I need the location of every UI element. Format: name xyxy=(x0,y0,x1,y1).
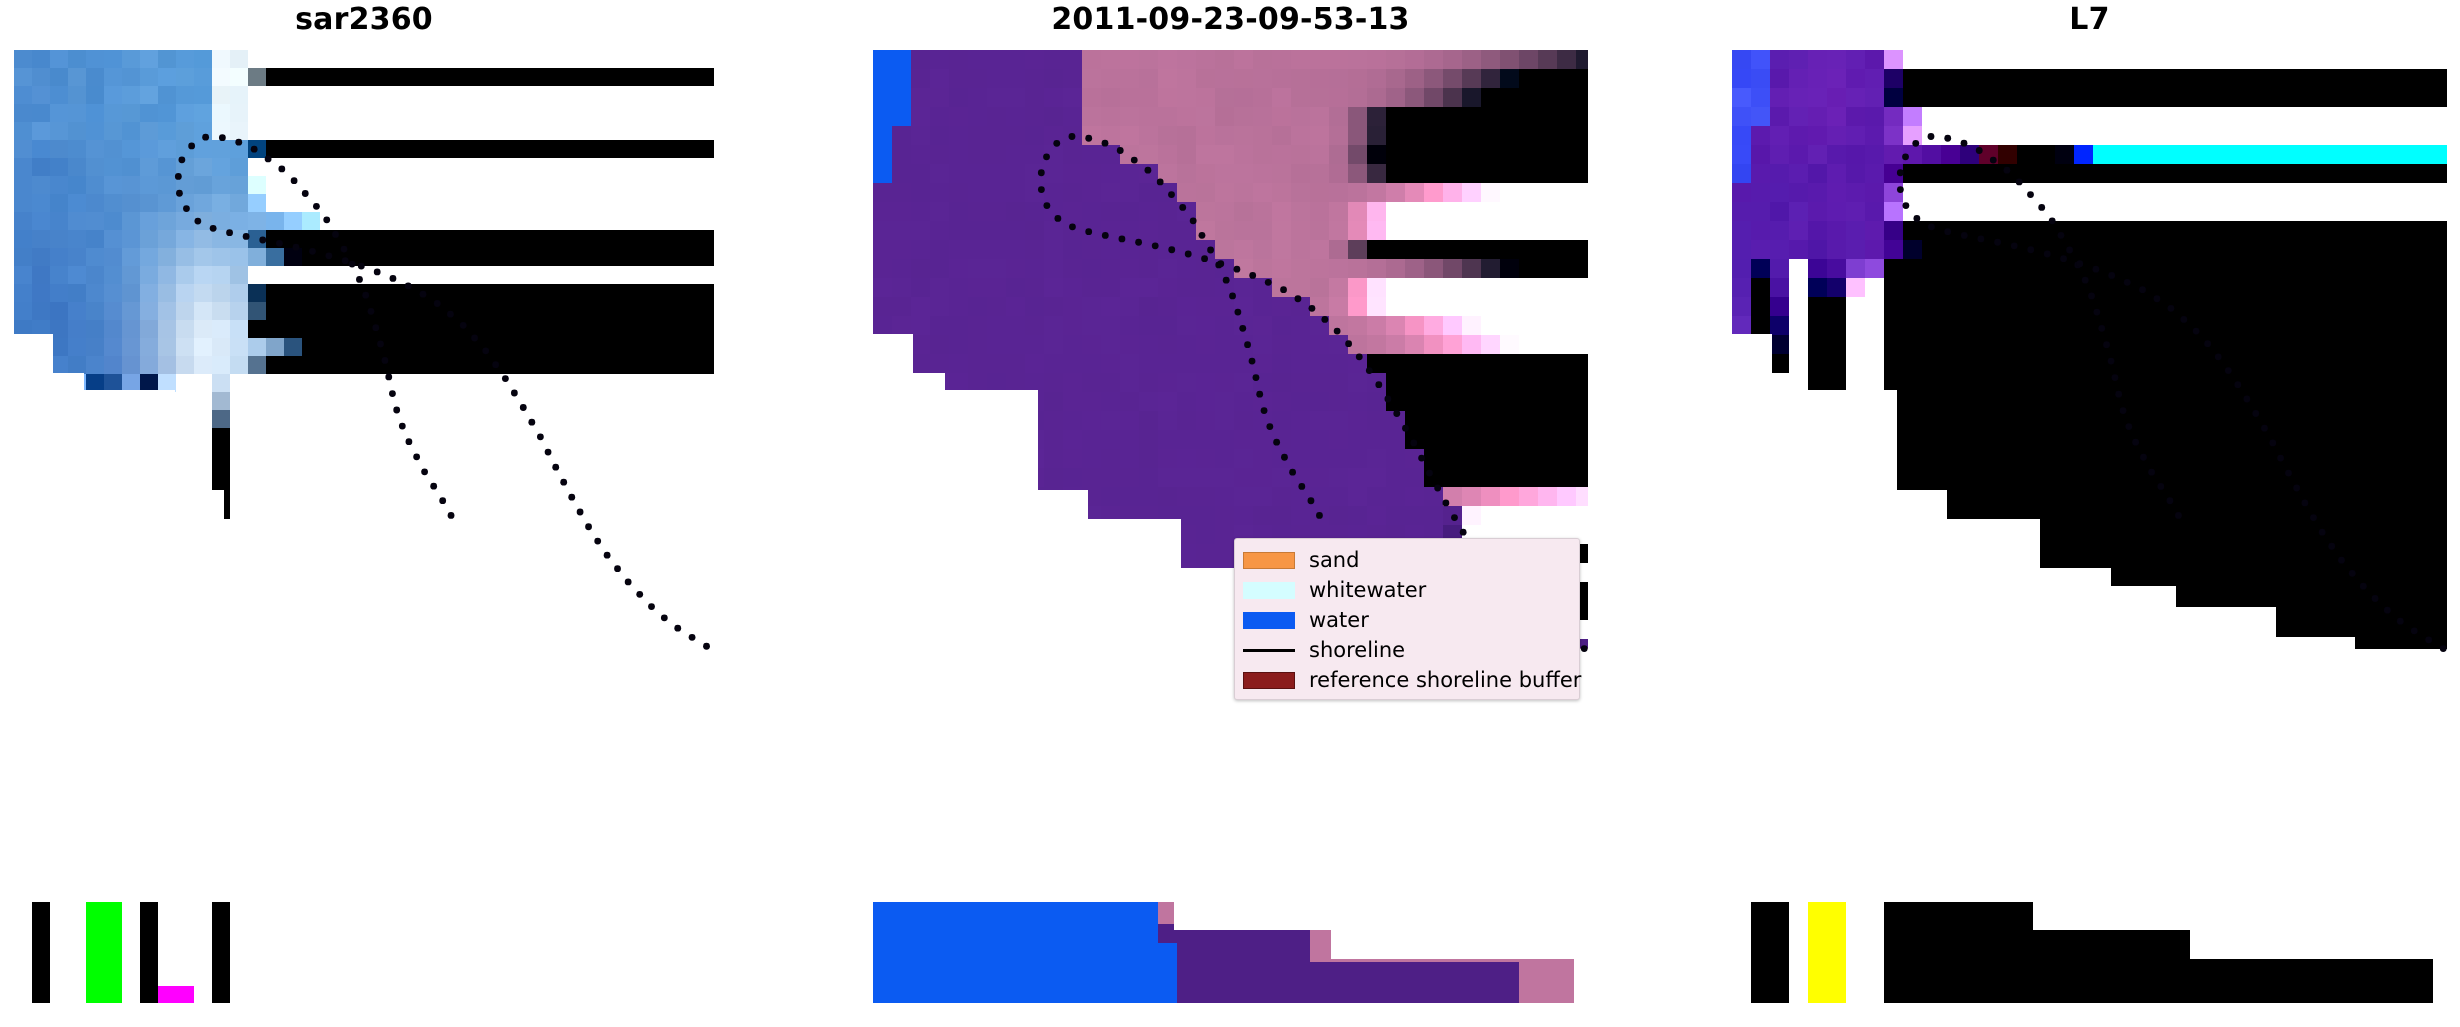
legend-label-reference-buffer: reference shoreline buffer xyxy=(1309,667,1582,692)
panel-title-classification: 2011-09-23-09-53-13 xyxy=(1051,2,1410,37)
map-legend: sand whitewater water shoreline referenc… xyxy=(1234,538,1581,700)
l7-image xyxy=(1732,50,2447,1027)
panel-title-sar2360: sar2360 xyxy=(295,2,433,37)
legend-item-sand: sand xyxy=(1243,545,1569,575)
sar2360-image xyxy=(14,50,714,1027)
legend-item-shoreline: shoreline xyxy=(1243,635,1569,665)
legend-label-water: water xyxy=(1309,607,1369,632)
sand-swatch-icon xyxy=(1243,551,1295,569)
legend-label-whitewater: whitewater xyxy=(1309,577,1427,602)
legend-label-shoreline: shoreline xyxy=(1309,637,1406,662)
legend-item-whitewater: whitewater xyxy=(1243,575,1569,605)
shoreline-line-icon xyxy=(1243,648,1295,652)
water-swatch-icon xyxy=(1243,611,1295,629)
legend-item-water: water xyxy=(1243,605,1569,635)
panel-sar2360: sar2360 xyxy=(14,0,714,1027)
legend-item-reference-buffer: reference shoreline buffer xyxy=(1243,665,1581,695)
reference-buffer-swatch-icon xyxy=(1243,671,1295,689)
panel-classification: 2011-09-23-09-53-13 xyxy=(873,0,1588,1027)
legend-label-sand: sand xyxy=(1309,547,1360,572)
whitewater-swatch-icon xyxy=(1243,581,1295,599)
panel-title-l7: L7 xyxy=(2069,2,2110,37)
panel-l7: L7 xyxy=(1732,0,2447,1027)
